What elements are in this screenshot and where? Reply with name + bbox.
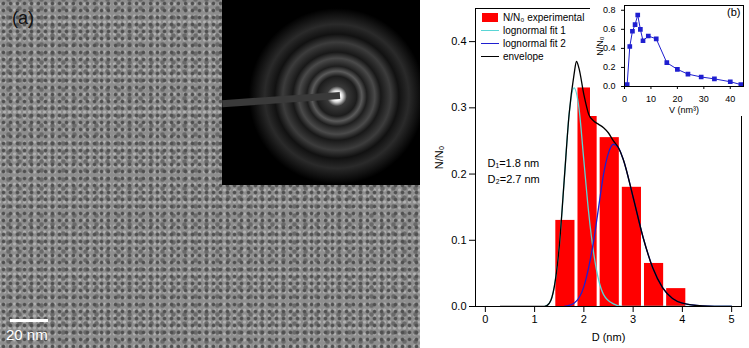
svg-text:D₂=2.7 nm: D₂=2.7 nm xyxy=(488,173,540,185)
svg-text:0.0: 0.0 xyxy=(603,81,616,91)
svg-text:0: 0 xyxy=(482,313,488,325)
html-text:N/N₀ experimental: N/N₀ experimental xyxy=(503,12,585,23)
svg-text:0.4: 0.4 xyxy=(451,35,466,47)
svg-text:40: 40 xyxy=(725,94,735,104)
svg-text:4: 4 xyxy=(679,313,685,325)
svg-text:N/N₀: N/N₀ xyxy=(433,146,445,170)
svg-text:D₁=1.8 nm: D₁=1.8 nm xyxy=(488,157,540,169)
svg-text:0.4: 0.4 xyxy=(603,43,616,54)
html-text:20 nm: 20 nm xyxy=(6,326,48,343)
svg-text:0.2: 0.2 xyxy=(603,62,616,72)
svg-text:20: 20 xyxy=(672,94,682,104)
html-text:(a): (a) xyxy=(12,8,34,28)
svg-text:2: 2 xyxy=(581,313,587,325)
svg-text:1: 1 xyxy=(532,313,538,325)
svg-text:5: 5 xyxy=(729,313,735,325)
html-text:lognormal fit 2: lognormal fit 2 xyxy=(503,38,566,49)
svg-text:0.8: 0.8 xyxy=(603,5,616,15)
html-text:envelope: envelope xyxy=(503,51,544,62)
svg-text:D (nm): D (nm) xyxy=(592,331,626,343)
svg-text:0: 0 xyxy=(622,94,627,104)
svg-text:0.3: 0.3 xyxy=(451,101,466,113)
svg-text:(b): (b) xyxy=(727,6,740,18)
svg-text:V (nm³): V (nm³) xyxy=(669,105,699,115)
svg-text:0.1: 0.1 xyxy=(451,234,466,246)
svg-text:0.6: 0.6 xyxy=(603,24,616,34)
svg-text:0.0: 0.0 xyxy=(451,300,466,312)
svg-text:3: 3 xyxy=(630,313,636,325)
html-text:lognormal fit 1: lognormal fit 1 xyxy=(503,25,566,36)
svg-text:30: 30 xyxy=(699,94,709,104)
svg-text:N/N₀: N/N₀ xyxy=(595,36,605,55)
svg-text:10: 10 xyxy=(646,94,656,104)
svg-text:0.2: 0.2 xyxy=(451,168,466,180)
